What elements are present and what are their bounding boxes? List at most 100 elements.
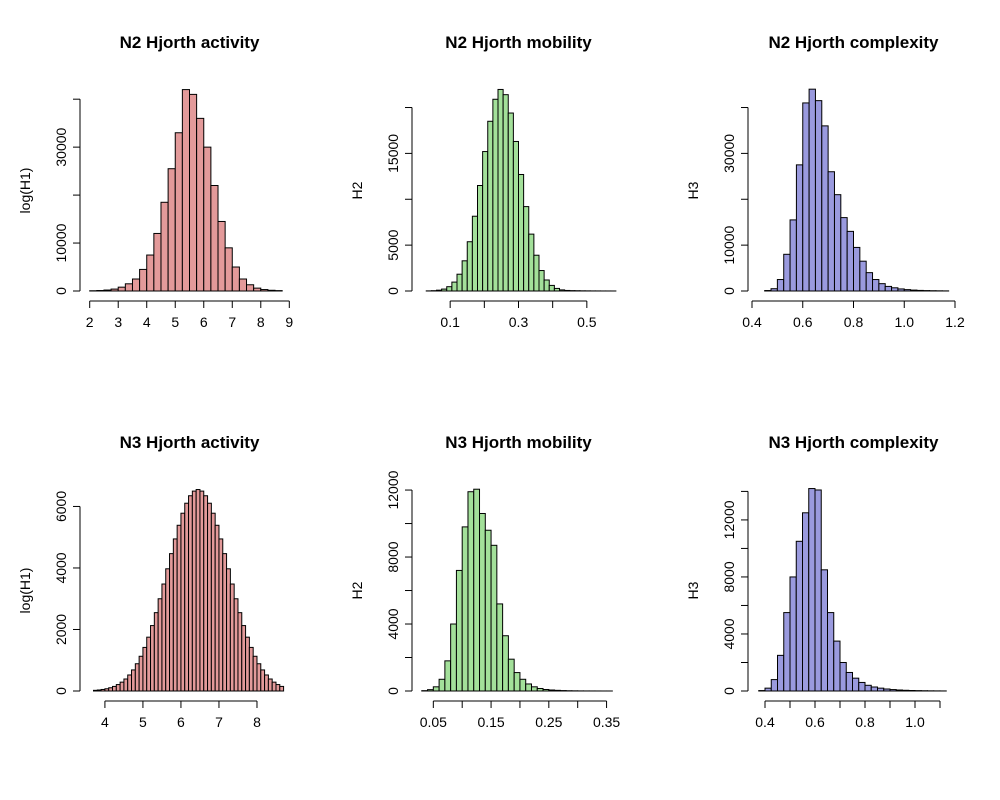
bar <box>203 146 212 292</box>
bar <box>858 681 866 692</box>
y-tick-label: 0 <box>53 687 69 695</box>
histogram-panel: 0.1 0.3 0.5 0 5000 15000 H2 N2 Hjorth mobility <box>349 33 617 330</box>
y-tick-label: 30000 <box>53 127 69 166</box>
bar <box>477 185 484 292</box>
bar <box>131 278 141 292</box>
bar <box>789 576 797 692</box>
bar <box>461 260 468 292</box>
bar <box>525 683 532 692</box>
bar <box>252 655 258 692</box>
y-tick-label: 12000 <box>385 470 401 509</box>
x-tick-label: 1.2 <box>945 314 965 330</box>
bar <box>895 689 903 692</box>
bar <box>432 686 440 692</box>
y-tick-label: 2000 <box>53 614 69 645</box>
bar <box>103 289 112 292</box>
y-tick-label: 12000 <box>721 500 737 539</box>
bar <box>833 640 841 692</box>
bar <box>226 568 231 692</box>
bar <box>554 689 561 692</box>
bar <box>553 287 560 292</box>
bar <box>802 512 810 692</box>
bar <box>484 529 492 692</box>
bar <box>231 266 240 292</box>
bar <box>253 287 262 292</box>
bar <box>903 289 912 292</box>
bar <box>444 660 452 692</box>
x-tick-label: 4 <box>143 314 151 330</box>
bar <box>471 215 478 292</box>
bar <box>134 663 140 692</box>
bar <box>479 512 486 692</box>
bar <box>180 512 186 692</box>
histogram-panel: 0.05 0.15 0.25 0.35 0 4000 8000 12000 H2 N3 Hjort… <box>349 433 620 730</box>
bar <box>260 289 269 292</box>
y-tick-label: 8000 <box>721 561 737 592</box>
bar <box>139 268 148 292</box>
bar <box>502 94 509 292</box>
bar <box>821 125 829 292</box>
bar <box>153 232 162 292</box>
bar <box>246 284 255 292</box>
bar <box>169 553 174 692</box>
y-tick-label: 4000 <box>53 552 69 583</box>
y-tick-label: 0 <box>385 687 401 695</box>
bar <box>827 171 835 292</box>
bar <box>142 646 148 692</box>
chart-title: N2 Hjorth complexity <box>768 33 939 52</box>
bar <box>783 612 791 692</box>
x-tick-label: 8 <box>257 314 265 330</box>
x-tick-label: 0.05 <box>420 714 447 730</box>
y-axis-title: log(H1) <box>17 568 33 614</box>
bar <box>184 502 190 692</box>
bar <box>891 287 899 292</box>
bar <box>770 288 778 292</box>
x-tick-label: 4 <box>101 714 109 730</box>
bar <box>189 93 198 292</box>
bar <box>264 674 269 692</box>
bar <box>218 538 224 692</box>
bar <box>271 681 277 692</box>
bar <box>456 273 463 292</box>
bar <box>150 625 155 692</box>
bar <box>119 681 125 692</box>
bar <box>853 246 861 292</box>
bar <box>146 254 155 292</box>
x-tick-label: 6 <box>177 714 185 730</box>
bar <box>795 164 804 292</box>
x-tick-label: 0.6 <box>793 314 813 330</box>
x-tick-label: 2 <box>86 314 94 330</box>
bar <box>174 132 183 292</box>
bar <box>153 612 159 692</box>
bar <box>248 646 254 692</box>
bar <box>100 688 106 692</box>
y-tick-label: 0 <box>53 287 69 295</box>
bar <box>455 569 463 692</box>
bar <box>123 678 129 692</box>
bar <box>110 288 119 292</box>
bar <box>889 689 897 692</box>
bar <box>93 689 98 692</box>
bar <box>548 689 556 692</box>
x-tick-label: 1.0 <box>905 714 925 730</box>
bar <box>878 283 886 292</box>
bar <box>436 289 443 292</box>
y-tick-label: 6000 <box>53 491 69 522</box>
bar <box>96 689 102 692</box>
bar <box>108 687 114 692</box>
bar <box>502 635 509 692</box>
bar <box>789 219 797 292</box>
histogram-panel: 2 3 4 5 6 7 8 9 0 10000 30000 log(H1) N2 Hjorth acti… <box>17 33 293 330</box>
bar <box>859 260 867 292</box>
bar <box>533 254 540 292</box>
x-tick-label: 7 <box>215 714 223 730</box>
bar <box>523 206 530 292</box>
bar <box>497 88 504 292</box>
y-axis-title: H3 <box>685 581 701 599</box>
bar <box>461 526 469 692</box>
bar <box>542 688 550 692</box>
bar <box>224 247 233 292</box>
bar <box>536 687 544 692</box>
x-tick-label: 6 <box>200 314 208 330</box>
